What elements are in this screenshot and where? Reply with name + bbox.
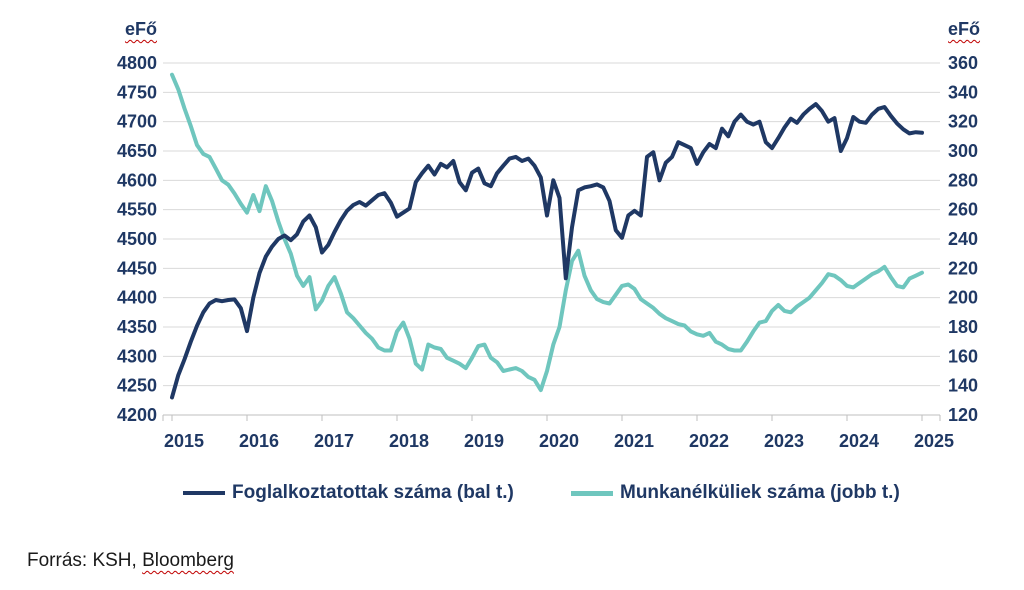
left-axis-title-text: eFő	[124, 19, 157, 39]
legend-label-unemployed: Munkanélküliek száma (jobb t.)	[620, 482, 900, 503]
unemployed-line	[170, 72, 924, 393]
unemployed-line-swatch	[571, 490, 613, 496]
left-axis-tick-label: 4200	[117, 405, 157, 425]
x-axis-tick-label: 2018	[389, 431, 429, 451]
right-axis-tick-label: 160	[948, 346, 978, 366]
x-axis-tick-label: 2021	[614, 431, 654, 451]
right-axis-title-text: eFő	[948, 19, 981, 39]
left-axis-tick-label: 4450	[117, 258, 157, 278]
right-axis-tick-label: 220	[948, 258, 978, 278]
left-axis-tick-label: 4350	[117, 317, 157, 337]
right-axis-tick-label: 140	[948, 376, 978, 396]
x-axis-tick-label: 2025	[914, 431, 954, 451]
right-axis-tick-label: 320	[948, 112, 978, 132]
right-axis-title: eFő	[948, 19, 1010, 40]
source-bloomberg: Bloomberg	[142, 550, 234, 571]
left-axis-tick-label: 4800	[117, 53, 157, 73]
right-axis-tick-label: 120	[948, 405, 978, 425]
dual-axis-line-chart: 4800 360 4750 340 4700 320 4650 300 4600 280 4550 2…	[117, 53, 978, 451]
employed-line-swatch	[183, 491, 225, 495]
left-axis-title: eFő	[95, 19, 157, 40]
x-axis-tick-label: 2020	[539, 431, 579, 451]
x-axis-tick-label: 2016	[239, 431, 279, 451]
left-axis-tick-label: 4550	[117, 200, 157, 220]
legend-item-employed: Foglalkoztatottak száma (bal t.)	[183, 480, 514, 506]
source-prefix: Forrás: KSH,	[27, 550, 143, 571]
left-axis-tick-label: 4250	[117, 376, 157, 396]
legend-item-unemployed: Munkanélküliek száma (jobb t.)	[571, 480, 900, 506]
left-axis-tick-label: 4500	[117, 229, 157, 249]
left-axis-tick-label: 4650	[117, 141, 157, 161]
chart-legend: Foglalkoztatottak száma (bal t.) Munkané…	[0, 480, 1024, 506]
x-axis-tick-label: 2022	[689, 431, 729, 451]
x-axis-tick-label: 2024	[839, 431, 879, 451]
right-axis-tick-label: 360	[948, 53, 978, 73]
right-axis-tick-label: 200	[948, 288, 978, 308]
employed-line	[170, 102, 924, 400]
x-axis-tick-label: 2019	[464, 431, 504, 451]
left-axis-tick-label: 4300	[117, 346, 157, 366]
right-axis-tick-label: 240	[948, 229, 978, 249]
source-note: Forrás: KSH, Bloomberg	[27, 550, 234, 572]
x-axis-tick-label: 2015	[164, 431, 204, 451]
left-axis-tick-label: 4600	[117, 170, 157, 190]
x-axis-tick-label: 2017	[314, 431, 354, 451]
right-axis-tick-label: 180	[948, 317, 978, 337]
right-axis-tick-label: 260	[948, 200, 978, 220]
x-axis-tick-label: 2023	[764, 431, 804, 451]
legend-label-employed: Foglalkoztatottak száma (bal t.)	[232, 482, 514, 503]
right-axis-tick-label: 280	[948, 170, 978, 190]
right-axis-tick-label: 340	[948, 82, 978, 102]
left-axis-tick-label: 4700	[117, 112, 157, 132]
right-axis-tick-label: 300	[948, 141, 978, 161]
left-axis-tick-label: 4400	[117, 288, 157, 308]
left-axis-tick-label: 4750	[117, 82, 157, 102]
